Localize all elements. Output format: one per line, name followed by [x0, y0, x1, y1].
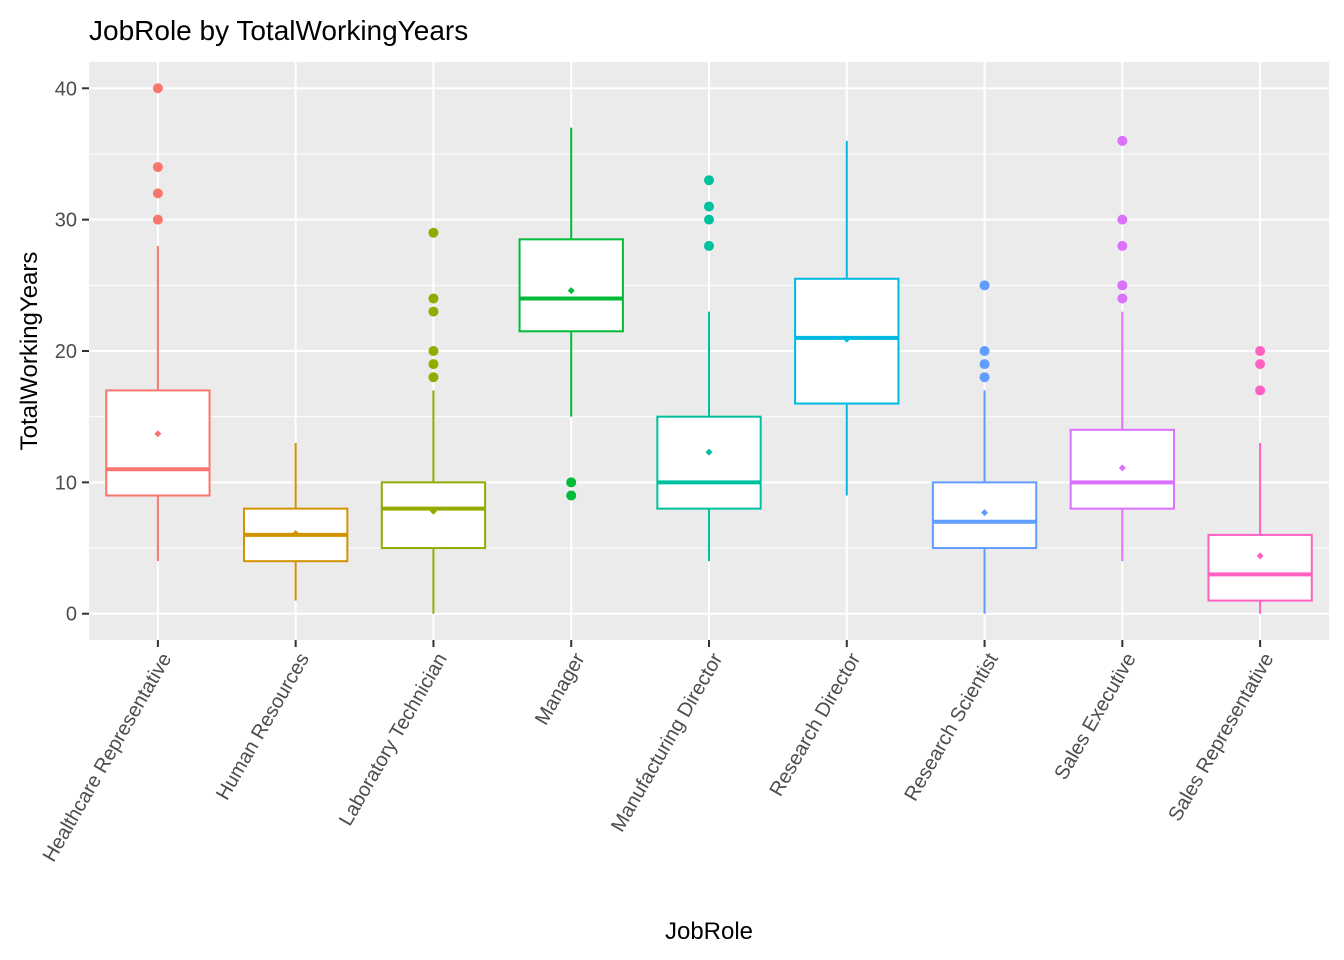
- iqr-box: [1207, 533, 1313, 602]
- outlier-point: [428, 372, 439, 383]
- outlier-point: [152, 83, 163, 94]
- outlier-point: [979, 372, 990, 383]
- outlier-point: [704, 240, 714, 251]
- outlier-point: [428, 293, 439, 304]
- x-tick-label: Healthcare Representative: [39, 650, 176, 866]
- mean-marker: [705, 448, 713, 456]
- x-axis-title: JobRole: [665, 918, 753, 945]
- mean-marker: [429, 507, 437, 515]
- x-tick-label: Research Scientist: [900, 649, 1003, 805]
- outlier-point: [704, 175, 714, 186]
- iqr-box: [518, 238, 624, 333]
- outlier-point: [428, 359, 439, 370]
- outlier-point: [1255, 385, 1266, 396]
- x-tick-label: Research Director: [765, 649, 865, 800]
- iqr-box: [380, 481, 487, 550]
- x-axis: Healthcare Representative Human Resources…: [39, 640, 1278, 866]
- outlier-point: [1255, 359, 1266, 370]
- outlier-point: [1117, 135, 1128, 146]
- outlier-point: [979, 359, 990, 370]
- y-tick-label: 0: [66, 604, 77, 626]
- mean-marker: [567, 287, 575, 295]
- outlier-point: [428, 346, 439, 356]
- y-tick-label: 40: [55, 78, 77, 100]
- y-tick-label: 30: [55, 210, 77, 232]
- box-manufacturing-director: [656, 175, 762, 562]
- y-tick-label: 20: [55, 341, 77, 363]
- mean-marker: [1118, 464, 1126, 472]
- outlier-point: [428, 306, 439, 317]
- x-tick-label: Laboratory Technician: [335, 650, 452, 830]
- mean-marker: [154, 430, 162, 438]
- mean-marker: [981, 509, 989, 517]
- box-manager: [518, 127, 624, 501]
- iqr-box: [105, 389, 211, 497]
- outlier-point: [152, 162, 163, 173]
- x-tick-label: Sales Representative: [1164, 650, 1278, 826]
- outlier-point: [428, 227, 439, 238]
- outlier-point: [1117, 214, 1128, 225]
- x-tick-label: Manager: [531, 649, 590, 729]
- y-axis: 0 10 20 30 40: [55, 78, 89, 626]
- box-sales-representative: [1207, 346, 1313, 614]
- outlier-point: [566, 490, 577, 501]
- outlier-point: [152, 188, 163, 199]
- outlier-point: [979, 280, 990, 291]
- y-axis-title: TotalWorkingYears: [16, 252, 43, 451]
- outlier-point: [152, 214, 163, 225]
- x-tick-label: Sales Executive: [1050, 650, 1140, 784]
- outlier-point: [1117, 280, 1128, 291]
- outlier-point: [704, 201, 714, 212]
- box-human-resources: [243, 442, 349, 601]
- y-tick-label: 10: [55, 472, 77, 494]
- box-sales-executive: [1069, 135, 1175, 562]
- mean-marker: [843, 335, 851, 343]
- outlier-point: [566, 477, 577, 488]
- outlier-point: [1117, 293, 1128, 304]
- x-tick-label: Human Resources: [212, 650, 314, 804]
- box-research-scientist: [931, 280, 1038, 614]
- box-healthcare-representative: [105, 83, 211, 562]
- outlier-point: [704, 214, 714, 225]
- outlier-point: [1117, 240, 1128, 251]
- iqr-box: [656, 415, 762, 510]
- chart-title: JobRole by TotalWorkingYears: [89, 15, 468, 46]
- box-research-director: [794, 140, 900, 496]
- iqr-box: [1069, 428, 1175, 510]
- x-tick-label: Manufacturing Director: [607, 649, 727, 835]
- mean-marker: [292, 530, 300, 538]
- box-laboratory-technician: [380, 227, 487, 614]
- outlier-point: [1255, 346, 1266, 356]
- mean-marker: [1256, 552, 1264, 560]
- box-series: [105, 83, 1313, 614]
- outlier-point: [979, 346, 990, 356]
